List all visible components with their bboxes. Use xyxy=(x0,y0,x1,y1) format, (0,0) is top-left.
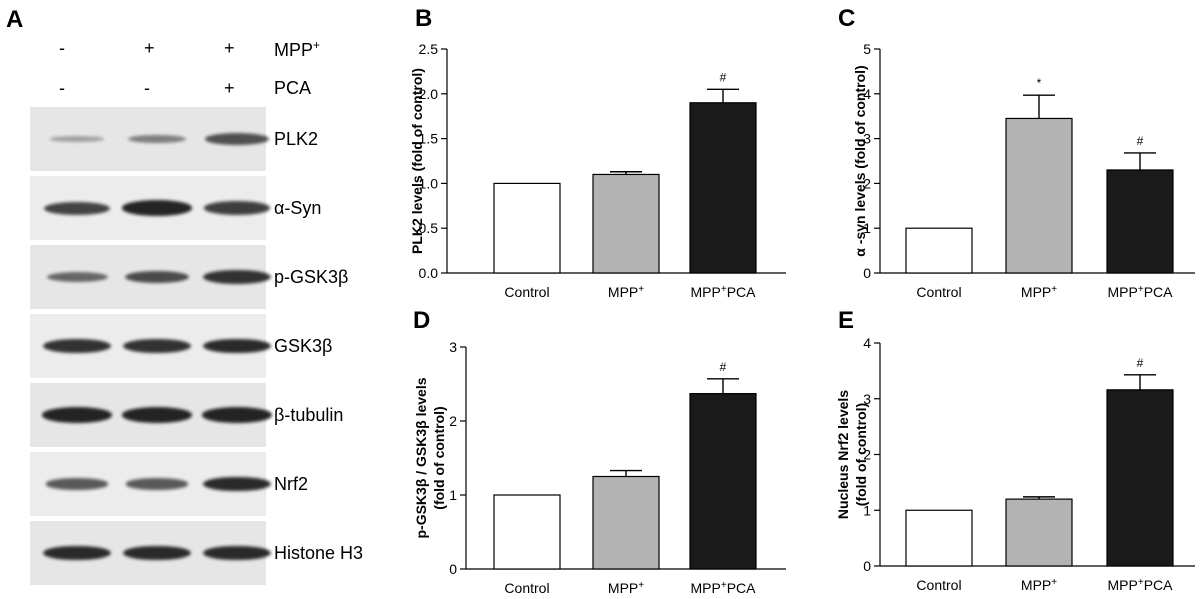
blot-band xyxy=(123,339,190,353)
y-tick-label: 4 xyxy=(863,335,871,351)
panel-letter: C xyxy=(838,5,855,32)
significance-mark: # xyxy=(1137,356,1144,370)
x-tick-label: Control xyxy=(916,284,961,300)
treatment-sign: - xyxy=(59,38,65,59)
blot-band xyxy=(203,270,270,284)
blot-band xyxy=(126,478,189,489)
blot-band xyxy=(122,407,191,422)
blot-label: Nrf2 xyxy=(274,474,308,495)
y-tick-label: 0 xyxy=(863,265,871,281)
blot-band xyxy=(128,135,186,143)
blot-band xyxy=(43,339,110,353)
significance-mark: # xyxy=(1137,134,1144,148)
bar xyxy=(494,183,560,273)
treatment-sign: - xyxy=(59,78,65,99)
panel-letter: E xyxy=(838,307,854,334)
bar xyxy=(1107,390,1173,566)
bar xyxy=(1107,170,1173,273)
treatment-sign: - xyxy=(144,78,150,99)
significance-mark: # xyxy=(720,70,727,84)
bar xyxy=(593,477,659,570)
bar-chart-e: E 0 1 2 3 4 Nucleus Nrf2 levels (fold of contro… xyxy=(800,300,1200,599)
y-axis-label: PLK2 levels (fold of control) xyxy=(409,68,425,254)
y-tick-label: 0.0 xyxy=(419,265,439,281)
x-tick-label: MPP+PCA xyxy=(691,284,757,300)
blot-label: β-tubulin xyxy=(274,405,343,426)
blot-band xyxy=(46,478,109,489)
treatment-sign: + xyxy=(144,38,155,59)
blot-band xyxy=(50,136,104,141)
treatment-sign: + xyxy=(224,38,235,59)
bar xyxy=(690,394,756,569)
bar-chart-b: B 0.0 0.5 1.0 1.5 2.0 2.5 PLK2 levels (fold of … xyxy=(384,0,794,300)
bar xyxy=(593,174,659,273)
x-tick-label: MPP+ xyxy=(1021,284,1057,300)
y-axis-label: (fold of control) xyxy=(431,406,447,509)
blot-band xyxy=(205,133,269,145)
x-tick-label: MPP+PCA xyxy=(1108,577,1174,593)
bar xyxy=(1006,118,1072,273)
blot-label: PLK2 xyxy=(274,129,318,150)
bar xyxy=(906,510,972,566)
x-tick-label: MPP+ xyxy=(608,284,644,300)
blot-band xyxy=(122,200,191,215)
y-tick-label: 1 xyxy=(449,487,457,503)
y-axis-label: α -syn levels (fold of control) xyxy=(852,65,868,256)
y-tick-label: 2.5 xyxy=(419,41,439,57)
significance-mark: # xyxy=(720,360,727,374)
bar xyxy=(494,495,560,569)
x-tick-label: Control xyxy=(916,577,961,593)
x-tick-label: MPP+ xyxy=(608,580,644,596)
blot-band xyxy=(47,272,108,282)
panel-letter: D xyxy=(413,307,430,334)
blot-band xyxy=(202,407,271,422)
y-tick-label: 0 xyxy=(449,561,457,577)
treatment-sign: + xyxy=(224,78,235,99)
bar-chart-d: D 0 1 2 3 p-GSK3β / GSK3β levels (fold of cont… xyxy=(384,300,794,599)
y-axis-label: p-GSK3β / GSK3β levels xyxy=(413,377,429,538)
treatment-label: PCA xyxy=(274,78,311,99)
y-axis-label: (fold of control) xyxy=(853,403,869,506)
blot-band xyxy=(204,201,270,214)
bar xyxy=(690,103,756,273)
bar xyxy=(1006,499,1072,566)
blot-label: GSK3β xyxy=(274,336,332,357)
panel-a-letter: A xyxy=(6,6,23,34)
x-tick-label: MPP+ xyxy=(1021,577,1057,593)
y-tick-label: 2 xyxy=(449,413,457,429)
treatment-label: MPP+ xyxy=(274,38,320,61)
x-tick-label: Control xyxy=(504,284,549,300)
y-tick-label: 3 xyxy=(449,339,457,355)
y-tick-label: 5 xyxy=(863,41,871,57)
x-tick-label: MPP+PCA xyxy=(691,580,757,596)
blot-label: p-GSK3β xyxy=(274,267,348,288)
y-tick-label: 0 xyxy=(863,558,871,574)
blot-band xyxy=(42,407,111,422)
panel-letter: B xyxy=(415,5,432,32)
x-tick-label: Control xyxy=(504,580,549,596)
blot-label: Histone H3 xyxy=(274,543,363,564)
blot-label: α-Syn xyxy=(274,198,321,219)
bar xyxy=(906,228,972,273)
y-axis-label: Nucleus Nrf2 levels xyxy=(835,390,851,519)
significance-mark: * xyxy=(1037,76,1042,90)
x-tick-label: MPP+PCA xyxy=(1108,284,1174,300)
blot-band xyxy=(44,202,110,215)
bar-chart-c: C 0 1 2 3 4 5 α -syn levels (fold of control) Co… xyxy=(800,0,1200,300)
